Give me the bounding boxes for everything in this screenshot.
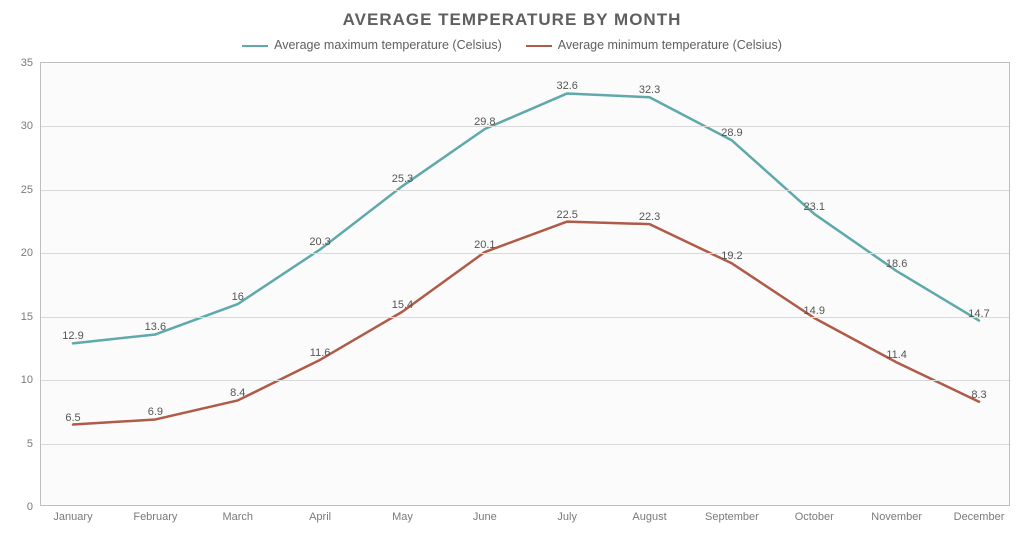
x-tick-label: May [392,511,413,523]
x-tick-label: September [705,511,759,523]
data-label: 18.6 [886,258,907,270]
data-label: 11.4 [886,349,907,361]
data-label: 25.3 [392,173,413,185]
x-tick-label: November [871,511,922,523]
data-label: 28.9 [721,127,742,139]
gridline [41,317,1009,318]
data-label: 19.2 [721,250,742,262]
gridline [41,253,1009,254]
data-label: 11.6 [310,347,331,359]
data-label: 20.1 [474,239,495,251]
data-label: 22.3 [639,211,660,223]
data-label: 13.6 [145,321,166,333]
gridline [41,190,1009,191]
data-label: 6.9 [148,406,163,418]
legend-item: Average maximum temperature (Celsius) [242,38,502,52]
y-tick-label: 10 [21,374,33,386]
data-label: 32.3 [639,84,660,96]
series-line [73,93,979,343]
data-label: 6.5 [65,411,80,423]
x-tick-label: February [133,511,177,523]
data-label: 8.4 [230,387,245,399]
data-label: 32.6 [556,80,577,92]
data-label: 8.3 [971,389,986,401]
y-tick-label: 15 [21,311,33,323]
legend-swatch-icon [242,45,268,47]
x-tick-label: August [632,511,666,523]
data-label: 14.7 [968,307,989,319]
chart-title: AVERAGE TEMPERATURE BY MONTH [0,10,1024,30]
y-tick-label: 30 [21,120,33,132]
x-tick-label: April [309,511,331,523]
series-line [73,222,979,425]
x-tick-label: July [557,511,577,523]
y-tick-label: 35 [21,57,33,69]
data-label: 29.8 [474,116,495,128]
legend-label: Average minimum temperature (Celsius) [558,38,782,52]
x-tick-label: December [954,511,1005,523]
chart-container: AVERAGE TEMPERATURE BY MONTH Average max… [0,0,1024,536]
y-tick-label: 25 [21,184,33,196]
data-label: 14.9 [804,305,825,317]
line-layer [41,63,1011,507]
data-label: 22.5 [556,208,577,220]
chart-legend: Average maximum temperature (Celsius) Ave… [0,38,1024,52]
data-label: 16 [232,291,244,303]
x-tick-label: June [473,511,497,523]
y-tick-label: 0 [27,501,33,513]
legend-swatch-icon [526,45,552,47]
legend-item: Average minimum temperature (Celsius) [526,38,782,52]
data-label: 20.3 [309,236,330,248]
data-label: 12.9 [62,330,83,342]
x-tick-label: October [795,511,834,523]
gridline [41,380,1009,381]
data-label: 23.1 [804,201,825,213]
x-tick-label: March [222,511,253,523]
x-tick-label: January [53,511,92,523]
data-label: 15.4 [392,298,413,310]
y-tick-label: 20 [21,247,33,259]
gridline [41,126,1009,127]
y-tick-label: 5 [27,438,33,450]
plot-area: 05101520253035JanuaryFebruaryMarchAprilM… [40,62,1010,506]
gridline [41,444,1009,445]
legend-label: Average maximum temperature (Celsius) [274,38,502,52]
